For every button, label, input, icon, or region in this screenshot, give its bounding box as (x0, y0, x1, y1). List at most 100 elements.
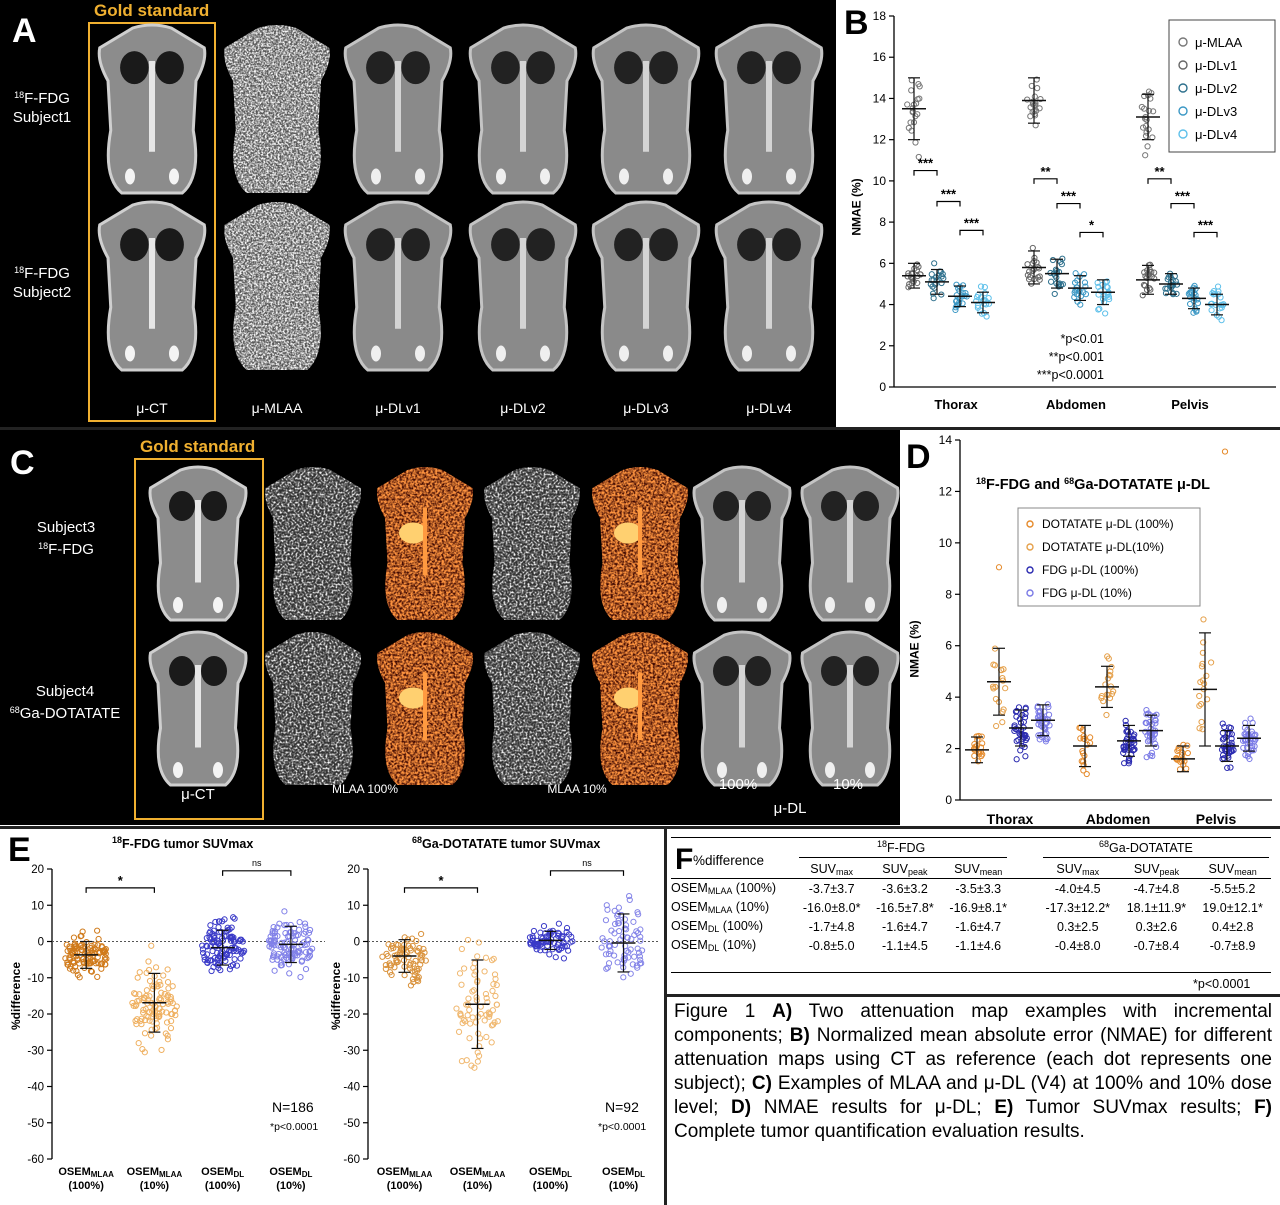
table-cell: -1.6±4.7 (955, 919, 1002, 934)
femur-right (663, 345, 673, 362)
divider-2 (0, 826, 1280, 829)
data-point (152, 964, 160, 971)
data-point (1196, 702, 1203, 709)
lung-left (713, 656, 739, 686)
data-point (1162, 290, 1170, 297)
data-point (1174, 747, 1181, 754)
data-point (1140, 281, 1148, 289)
divider-1 (0, 427, 1280, 430)
panel-f-group1: 18F-FDG (877, 839, 926, 855)
data-point (1143, 719, 1150, 727)
data-point (530, 927, 538, 935)
data-point (1041, 708, 1048, 715)
panel-e: E 18F-FDG tumor SUVmax 68Ga-DOTATATE tum… (0, 829, 666, 1205)
lung-left (169, 491, 195, 521)
data-point (1141, 92, 1148, 100)
data-point (407, 982, 415, 989)
body-image-r1-c3 (484, 632, 580, 785)
femur-right (757, 762, 767, 778)
data-point (1152, 716, 1159, 724)
y-tick-label: -30 (343, 1045, 360, 1057)
spacer-cell (1015, 898, 1037, 917)
spine (149, 238, 155, 329)
data-point (1175, 746, 1182, 753)
panel-e-left-p: *p<0.0001 (270, 1121, 319, 1133)
lung-right (401, 228, 430, 262)
data-point (1184, 749, 1191, 757)
data-point (281, 908, 288, 915)
row-label: OSEMMLAA (10%) (671, 900, 770, 915)
data-point (134, 974, 141, 981)
data-point (1103, 711, 1110, 719)
data-point (1251, 736, 1259, 743)
legend-marker (1026, 543, 1034, 551)
table-cell: -3.5±3.3 (955, 881, 1002, 896)
divider-3 (664, 829, 667, 1205)
noise-texture (224, 202, 330, 370)
data-point (1142, 152, 1149, 159)
data-point (274, 932, 281, 940)
data-point (199, 946, 207, 953)
lung-right (155, 228, 184, 262)
data-point (1055, 281, 1062, 288)
data-point (1024, 261, 1031, 268)
y-tick-label: 0 (945, 793, 952, 807)
y-tick-label: -60 (343, 1154, 360, 1166)
data-point (152, 1008, 159, 1015)
data-point (204, 957, 211, 964)
y-tick-label: -50 (27, 1118, 44, 1130)
femur-right (757, 597, 767, 613)
data-point (548, 929, 555, 937)
body-image-r1-c1 (224, 202, 330, 370)
data-point (995, 564, 1003, 571)
y-tick-label: 20 (347, 864, 360, 876)
data-point (636, 953, 643, 960)
col-ga-peak: SUVpeak (1118, 861, 1195, 879)
spine (149, 61, 155, 152)
data-point (904, 101, 911, 108)
data-point (938, 279, 945, 287)
data-point (1108, 663, 1115, 671)
caption-mu-dlv4: μ-DLv4 (746, 400, 792, 416)
x-category-label: OSEMDL (529, 1166, 572, 1179)
y-tick-label: -40 (27, 1082, 44, 1094)
y-tick-label: 12 (873, 133, 887, 147)
data-point (1034, 274, 1042, 281)
lung-left (821, 491, 847, 521)
data-point (1013, 756, 1020, 763)
legend-marker (1178, 129, 1188, 139)
data-point (483, 1033, 490, 1041)
data-point (1197, 700, 1205, 708)
sig-note-2: **p<0.001 (1048, 350, 1104, 364)
data-point (458, 1058, 466, 1065)
data-point (629, 961, 636, 968)
data-point (215, 960, 223, 967)
data-point (136, 969, 143, 976)
data-point (66, 943, 73, 950)
data-point (999, 675, 1006, 682)
table-cell: -3.7±3.7 (808, 881, 855, 896)
data-point (1055, 283, 1062, 290)
femur-right (786, 168, 796, 185)
data-point (167, 998, 174, 1005)
data-point (169, 1011, 176, 1018)
data-point (101, 956, 108, 963)
y-tick-label: -20 (27, 1009, 44, 1021)
spacer-cell (1015, 879, 1037, 899)
x-category-pct: (100%) (387, 1180, 423, 1192)
data-point (486, 1013, 493, 1020)
data-point (382, 965, 389, 973)
data-point (567, 939, 574, 946)
data-point (388, 971, 395, 979)
data-point (92, 946, 99, 953)
data-point (296, 919, 303, 926)
data-point (1077, 735, 1084, 742)
data-point (1080, 271, 1088, 278)
panel-b-legend: μ-MLAA μ-DLv1 μ-DLv2 μ-DLv3 μ-DLv4 (1168, 19, 1276, 153)
x-category-pct: (100%) (533, 1180, 569, 1192)
panel-b-label: B (844, 4, 869, 42)
panel-d-y-axis: 0 2 4 6 8 10 12 14 (939, 433, 961, 807)
data-point (1225, 754, 1232, 761)
data-point (1208, 300, 1215, 307)
data-point (468, 1062, 475, 1069)
